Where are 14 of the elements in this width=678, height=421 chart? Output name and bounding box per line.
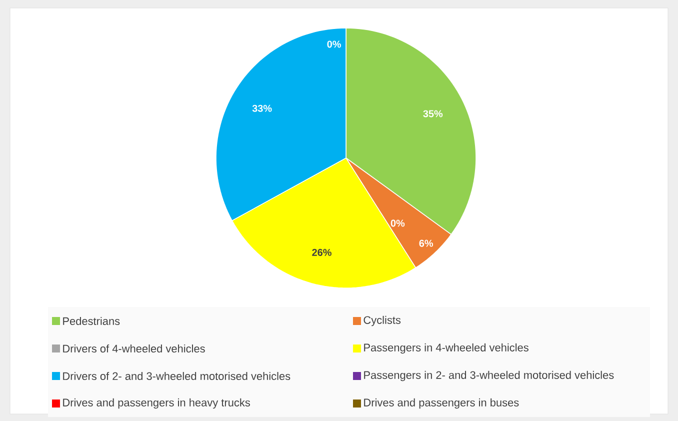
- legend-label: Passengers in 2- and 3-wheeled motorised vehicles: [364, 370, 614, 382]
- legend-label: Cyclists: [364, 316, 401, 326]
- legend-label: Drives and passengers in heavy trucks: [63, 398, 250, 409]
- legend-label: Pedestrians: [63, 316, 120, 326]
- text: 0%: [390, 220, 405, 227]
- data-label: 35%: [423, 110, 443, 118]
- legend-label: Drivers of 4-wheeled vehicles: [63, 344, 205, 353]
- legend-label: Drives and passengers in buses: [364, 398, 519, 409]
- text: 0%: [327, 40, 341, 48]
- legend-label: Drivers of 2- and 3-wheeled motorised vehicles: [63, 372, 290, 380]
- data-label: 6%: [419, 240, 434, 247]
- data-label: 33%: [252, 104, 272, 112]
- legend-label: Passengers in 4-wheeled vehicles: [364, 343, 528, 354]
- data-label: 26%: [312, 248, 332, 256]
